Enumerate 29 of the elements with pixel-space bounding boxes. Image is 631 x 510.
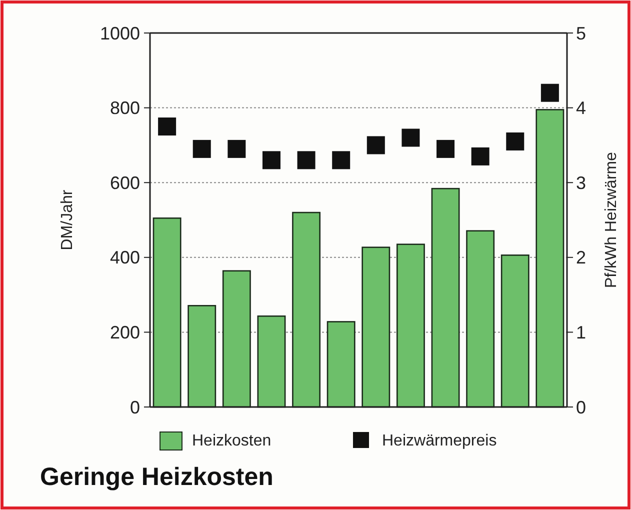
- point: [436, 140, 455, 158]
- point: [506, 132, 524, 150]
- point: [332, 151, 350, 170]
- point: [158, 118, 176, 136]
- y2-tick-label: 2: [576, 248, 586, 268]
- y-axis-title: DM/Jahr: [59, 189, 76, 250]
- y-tick-label: 200: [110, 322, 140, 342]
- point: [262, 151, 280, 170]
- legend-label: Heizkosten: [192, 432, 272, 450]
- y-tick-label: 600: [110, 172, 140, 193]
- y-tick-label: 0: [130, 397, 140, 418]
- y-tick-label: 800: [110, 98, 140, 118]
- point: [540, 84, 559, 102]
- text: Geringe Heizkosten: [40, 463, 274, 491]
- y2-tick-label: 3: [576, 172, 586, 193]
- point: [471, 147, 490, 166]
- point: [402, 128, 420, 147]
- y2-tick-label: 4: [576, 98, 586, 118]
- point: [297, 151, 316, 170]
- legend-label: Heizwärmepreis: [382, 432, 497, 450]
- y2-tick-label: 0: [576, 397, 586, 418]
- y2-tick-label: 1: [576, 322, 586, 342]
- y-tick-label: 400: [110, 248, 140, 268]
- point: [192, 140, 211, 158]
- point: [228, 140, 246, 158]
- y2-tick-label: 5: [576, 23, 586, 44]
- y2-axis-title: Pf/kWh Heizwärme: [603, 152, 620, 288]
- y-tick-label: 1000: [100, 23, 140, 44]
- point: [366, 136, 385, 154]
